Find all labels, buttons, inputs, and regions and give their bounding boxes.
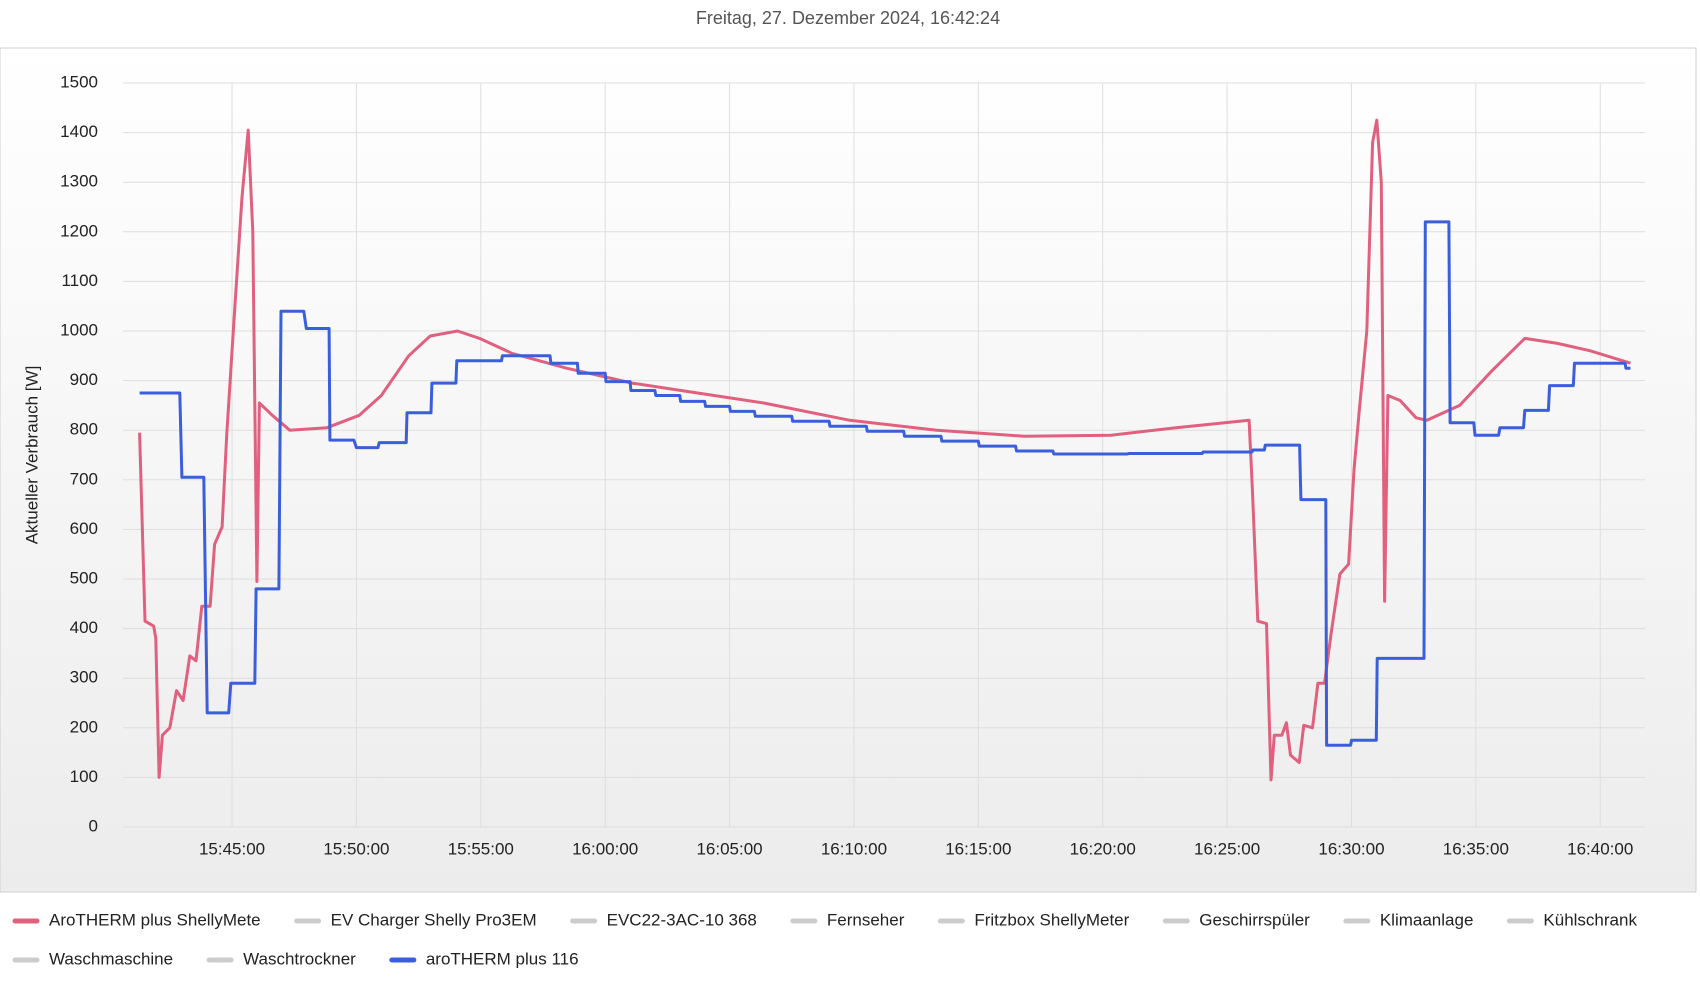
legend-label: AroTHERM plus ShellyMete [49, 910, 261, 929]
y-tick-label: 1500 [60, 72, 98, 91]
chart-title: Freitag, 27. Dezember 2024, 16:42:24 [696, 8, 1000, 28]
legend-item[interactable]: EV Charger Shelly Pro3EM [294, 910, 537, 929]
legend-label: EVC22-3AC-10 368 [607, 910, 757, 929]
y-tick-label: 1400 [60, 122, 98, 141]
legend-item[interactable]: aroTHERM plus 116 [389, 949, 579, 968]
x-tick-label: 16:35:00 [1443, 839, 1509, 858]
y-tick-label: 400 [70, 618, 98, 637]
y-tick-label: 1100 [61, 271, 98, 290]
legend-label: Waschtrockner [243, 949, 356, 968]
chart-panel [0, 47, 1697, 893]
legend-label: Waschmaschine [49, 949, 173, 968]
legend-item[interactable]: Fernseher [790, 910, 905, 929]
x-tick-label: 15:55:00 [448, 839, 514, 858]
y-tick-label: 1000 [60, 320, 98, 339]
legend-item[interactable]: Geschirrspüler [1162, 910, 1310, 929]
legend-label: EV Charger Shelly Pro3EM [331, 910, 537, 929]
y-tick-label: 1200 [60, 221, 98, 240]
legend-item[interactable]: EVC22-3AC-10 368 [570, 910, 757, 929]
x-tick-label: 16:00:00 [572, 839, 638, 858]
legend-label: Fernseher [827, 910, 905, 929]
y-tick-label: 200 [70, 717, 98, 736]
y-tick-label: 800 [70, 420, 98, 439]
x-tick-label: 16:05:00 [696, 839, 762, 858]
x-tick-label: 16:30:00 [1318, 839, 1384, 858]
legend-item[interactable]: Klimaanlage [1343, 910, 1474, 929]
x-tick-label: 16:25:00 [1194, 839, 1260, 858]
legend-label: Klimaanlage [1380, 910, 1474, 929]
x-tick-label: 15:50:00 [323, 839, 389, 858]
y-tick-label: 500 [70, 568, 98, 587]
series-line [139, 220, 1631, 747]
legend-item[interactable]: AroTHERM plus ShellyMete [12, 910, 261, 929]
legend-item[interactable]: Kühlschrank [1506, 910, 1637, 929]
y-tick-label: 1300 [60, 172, 98, 191]
x-tick-label: 16:40:00 [1567, 839, 1633, 858]
legend-item[interactable]: Fritzbox ShellyMeter [937, 910, 1130, 929]
y-tick-label: 300 [70, 668, 98, 687]
legend-label: Geschirrspüler [1199, 910, 1310, 929]
plot [138, 118, 1631, 782]
x-tick-label: 16:20:00 [1070, 839, 1136, 858]
legend-label: Kühlschrank [1543, 910, 1637, 929]
y-tick-label: 900 [70, 370, 98, 389]
x-tick-label: 16:15:00 [945, 839, 1011, 858]
y-axis-label: Aktueller Verbrauch [W] [22, 366, 41, 545]
x-tick-label: 16:10:00 [821, 839, 887, 858]
legend-item[interactable]: Waschtrockner [206, 949, 356, 968]
y-tick-label: 700 [70, 469, 98, 488]
legend-item[interactable]: Waschmaschine [12, 949, 173, 968]
y-tick-label: 100 [70, 767, 98, 786]
x-tick-label: 15:45:00 [199, 839, 265, 858]
legend-label: aroTHERM plus 116 [426, 949, 579, 968]
y-tick-label: 600 [70, 519, 98, 538]
y-tick-label: 0 [89, 816, 98, 835]
legend: AroTHERM plus ShellyMete EV Charger Shell… [12, 910, 1637, 968]
legend-label: Fritzbox ShellyMeter [974, 910, 1129, 929]
series-line [138, 118, 1631, 782]
